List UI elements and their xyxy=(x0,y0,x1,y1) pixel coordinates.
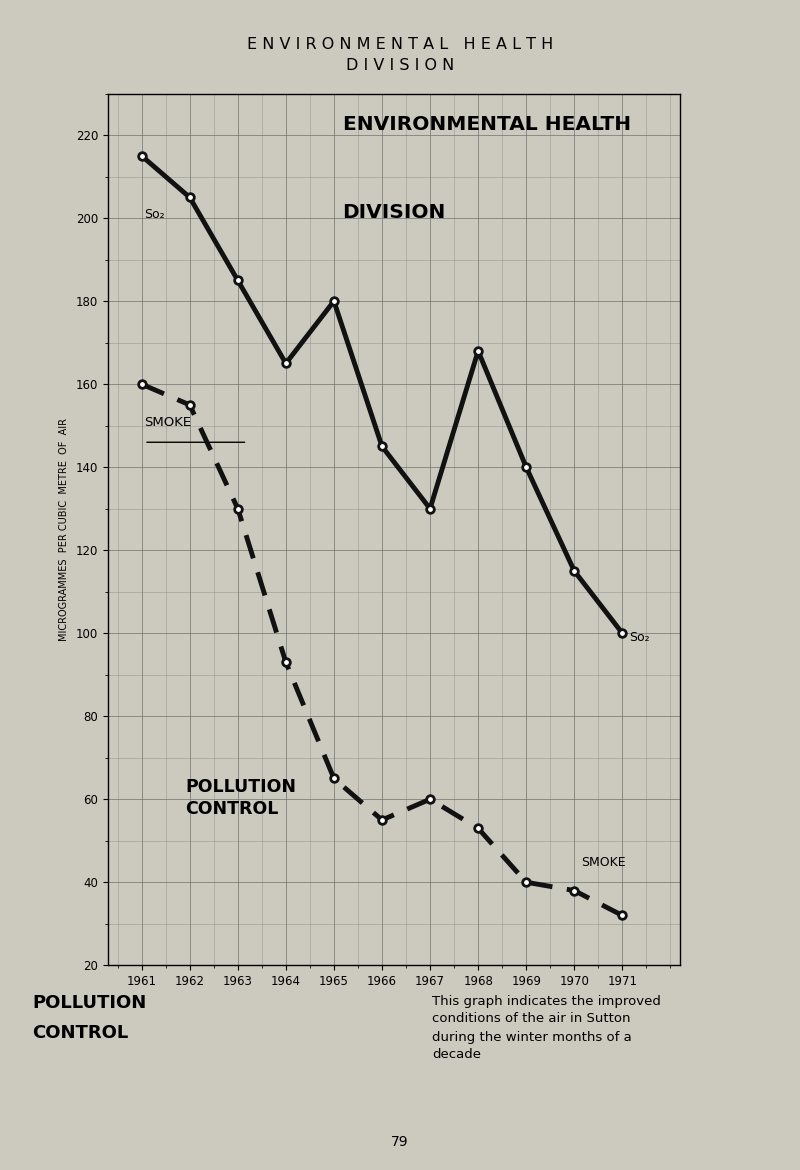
Text: E N V I R O N M E N T A L   H E A L T H: E N V I R O N M E N T A L H E A L T H xyxy=(247,37,553,53)
Text: 79: 79 xyxy=(391,1135,409,1149)
Text: CONTROL: CONTROL xyxy=(32,1024,128,1041)
Text: POLLUTION: POLLUTION xyxy=(32,994,146,1012)
Text: ENVIRONMENTAL HEALTH: ENVIRONMENTAL HEALTH xyxy=(342,116,630,135)
Text: So₂: So₂ xyxy=(144,208,165,221)
Text: SMOKE: SMOKE xyxy=(582,855,626,868)
Text: POLLUTION
CONTROL: POLLUTION CONTROL xyxy=(186,778,296,818)
Y-axis label: MICROGRAMMES  PER CUBIC  METRE  OF  AIR: MICROGRAMMES PER CUBIC METRE OF AIR xyxy=(59,418,69,641)
Text: This graph indicates the improved
conditions of the air in Sutton
during the win: This graph indicates the improved condit… xyxy=(432,994,661,1061)
Text: SMOKE: SMOKE xyxy=(144,415,191,428)
Text: DIVISION: DIVISION xyxy=(342,202,446,221)
Text: So₂: So₂ xyxy=(630,632,650,645)
Text: D I V I S I O N: D I V I S I O N xyxy=(346,58,454,74)
